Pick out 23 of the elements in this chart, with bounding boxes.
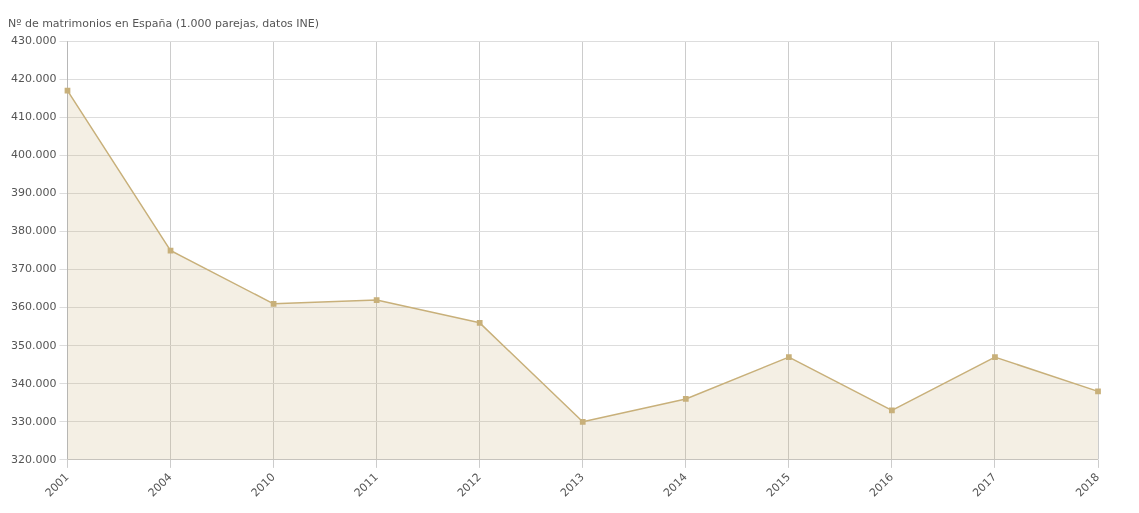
point xyxy=(992,354,998,360)
y-tick-label: 340.000 xyxy=(10,376,57,390)
y-tick-label: 380.000 xyxy=(10,224,57,238)
y-tick-label: 370.000 xyxy=(10,262,57,276)
y-tick-label: 320.000 xyxy=(10,452,57,466)
y-tick-label: 360.000 xyxy=(10,300,57,314)
y-tick-label: 410.000 xyxy=(10,110,57,124)
y-tick-label: 330.000 xyxy=(10,414,57,428)
y-tick-label: 350.000 xyxy=(10,338,57,352)
chart-title: Nº de matrimonios en España (1.000 parejas, datos INE) xyxy=(8,17,320,31)
y-tick-label: 420.000 xyxy=(10,72,57,86)
point xyxy=(785,354,792,360)
point xyxy=(889,407,895,414)
point xyxy=(64,87,71,94)
point xyxy=(270,300,277,307)
point xyxy=(579,418,586,425)
y-tick-label: 430.000 xyxy=(10,34,57,48)
y-tick-label: 390.000 xyxy=(10,186,57,200)
point xyxy=(1095,388,1101,395)
point xyxy=(476,319,483,326)
point xyxy=(373,297,380,303)
point xyxy=(682,396,689,402)
y-tick-label: 400.000 xyxy=(10,148,57,162)
